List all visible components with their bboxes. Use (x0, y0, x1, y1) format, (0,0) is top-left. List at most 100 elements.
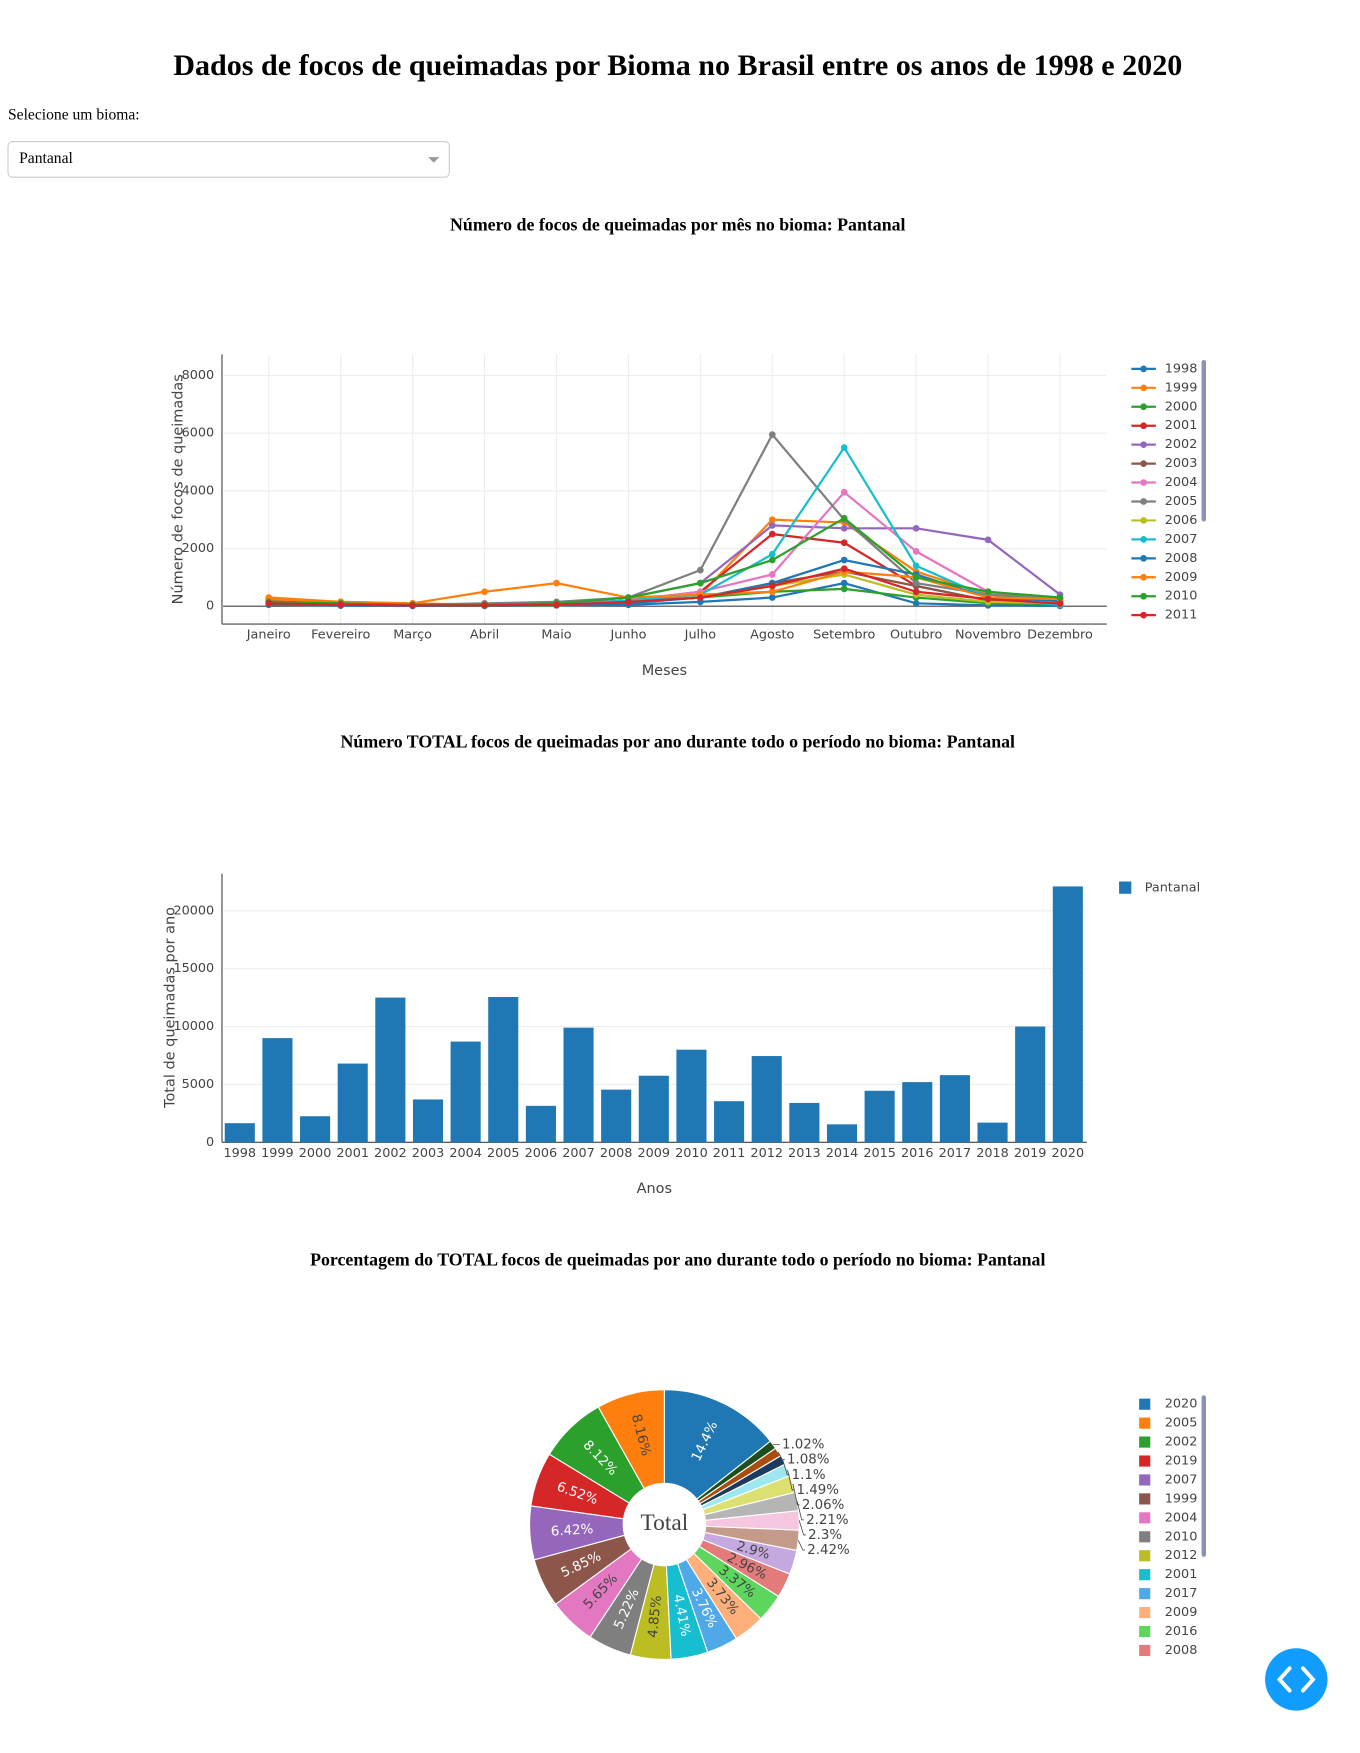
y-tick-label: 15000 (173, 961, 214, 976)
legend-label[interactable]: 2005 (1165, 494, 1198, 509)
pie-slice (629, 1563, 672, 1660)
series-line (268, 567, 1061, 607)
legend-label[interactable]: 2002 (1165, 1435, 1198, 1450)
legend-label[interactable]: 2020 (1165, 1397, 1198, 1412)
dropdown-value[interactable]: Pantanal (19, 150, 73, 167)
legend-label[interactable]: 2000 (1165, 399, 1198, 414)
point (984, 588, 992, 596)
legend-label[interactable]: 2019 (1165, 1454, 1198, 1469)
legend-swatch (1139, 1436, 1151, 1448)
legend-label[interactable]: 2003 (1165, 456, 1198, 471)
legend-label[interactable]: 2001 (1165, 1567, 1198, 1582)
x-tick-label: 2004 (449, 1146, 482, 1161)
legend-label[interactable]: 1999 (1165, 1491, 1198, 1506)
bar (1052, 886, 1083, 1143)
code-button-circle[interactable] (1265, 1648, 1328, 1711)
code-button[interactable] (1265, 1648, 1328, 1711)
legend-marker (1140, 479, 1147, 486)
legend-marker (1140, 441, 1147, 449)
legend-swatch (1139, 1625, 1151, 1638)
bar (714, 1101, 745, 1143)
legend-label[interactable]: 2007 (1165, 532, 1198, 547)
x-tick-label: Maio (541, 628, 571, 643)
point (265, 599, 273, 607)
x-tick-label: Fevereiro (311, 628, 370, 643)
point (840, 488, 848, 496)
dropdown-box[interactable] (7, 140, 450, 178)
point (481, 601, 488, 609)
legend-label[interactable]: 2004 (1165, 1510, 1198, 1525)
data-label: 2.3% (808, 1528, 842, 1543)
pie-slice (693, 1545, 780, 1620)
y-tick-label: 20000 (173, 903, 214, 918)
legend-label[interactable]: 1998 (1165, 361, 1198, 376)
legend-scrollbar[interactable] (1201, 359, 1207, 522)
legend-label[interactable]: 2006 (1165, 513, 1198, 528)
legend-label[interactable]: 2008 (1165, 1643, 1198, 1658)
point (912, 599, 920, 607)
legend-label[interactable]: 2007 (1165, 1472, 1198, 1487)
legend-marker (1140, 384, 1147, 392)
point (481, 588, 488, 596)
x-tick-label: 1999 (261, 1146, 294, 1161)
legend-scrollbar[interactable] (1201, 1395, 1207, 1557)
dropdown-caret[interactable] (428, 157, 440, 163)
x-tick-label: 2005 (487, 1146, 520, 1161)
legend-label[interactable]: 2004 (1165, 475, 1198, 490)
legend-label[interactable]: Pantanal (1145, 881, 1200, 896)
data-label: 4.85% (646, 1595, 665, 1639)
legend-label[interactable]: 2011 (1165, 608, 1198, 623)
legend-label[interactable]: 2016 (1165, 1624, 1198, 1639)
x-tick-label: 2015 (863, 1146, 896, 1161)
data-label: 2.42% (807, 1543, 849, 1558)
point (984, 536, 992, 544)
legend-label[interactable]: 2008 (1165, 551, 1198, 566)
leader-line (798, 1520, 806, 1536)
y-tick-label: 2000 (182, 541, 215, 556)
dropdown[interactable]: Pantanal (7, 140, 450, 178)
legend-marker (1140, 517, 1147, 524)
legend-label[interactable]: 2001 (1165, 418, 1198, 433)
x-axis-title: Meses (642, 663, 687, 679)
legend-label[interactable]: 2009 (1165, 1605, 1198, 1620)
x-tick-label: 2011 (713, 1146, 746, 1161)
bar (789, 1102, 820, 1143)
y-tick-label: 0 (206, 1135, 214, 1150)
point (840, 579, 848, 587)
x-tick-label: Dezembro (1027, 628, 1093, 643)
point (768, 571, 776, 578)
legend-label[interactable]: 2017 (1165, 1586, 1198, 1601)
point (409, 601, 416, 609)
legend-label[interactable]: 2009 (1165, 570, 1198, 585)
legend-label[interactable]: 2005 (1165, 1416, 1198, 1431)
x-tick-label: 2013 (788, 1146, 821, 1161)
point (840, 514, 848, 522)
legend-label[interactable]: 2002 (1165, 437, 1198, 452)
y-tick-label: 6000 (182, 426, 215, 441)
y-tick-label: 10000 (173, 1019, 214, 1034)
point (768, 516, 776, 524)
leader-line (792, 1483, 800, 1506)
point (840, 539, 848, 547)
x-tick-label: 2002 (374, 1146, 407, 1161)
legend-marker (1140, 554, 1147, 562)
legend-swatch (1139, 1569, 1151, 1581)
bar (826, 1124, 858, 1143)
point (912, 579, 920, 587)
point (840, 444, 848, 451)
pie-slice (696, 1440, 777, 1502)
point (840, 585, 848, 593)
legend-label[interactable]: 2010 (1165, 1529, 1198, 1544)
pie-slice (676, 1558, 738, 1653)
legend-label[interactable]: 1999 (1165, 380, 1198, 395)
legend-label[interactable]: 2012 (1165, 1548, 1198, 1563)
code-icon[interactable] (1276, 1666, 1316, 1693)
point (768, 530, 776, 538)
point (984, 595, 992, 603)
legend-swatch (1119, 881, 1132, 894)
legend-label[interactable]: 2010 (1165, 589, 1198, 604)
legend-marker (1140, 611, 1147, 619)
point (912, 574, 920, 581)
page-title: Dados de focos de queimadas por Bioma no… (173, 48, 1182, 82)
chart-title: Porcentagem do TOTAL focos de queimadas … (310, 1250, 1045, 1270)
